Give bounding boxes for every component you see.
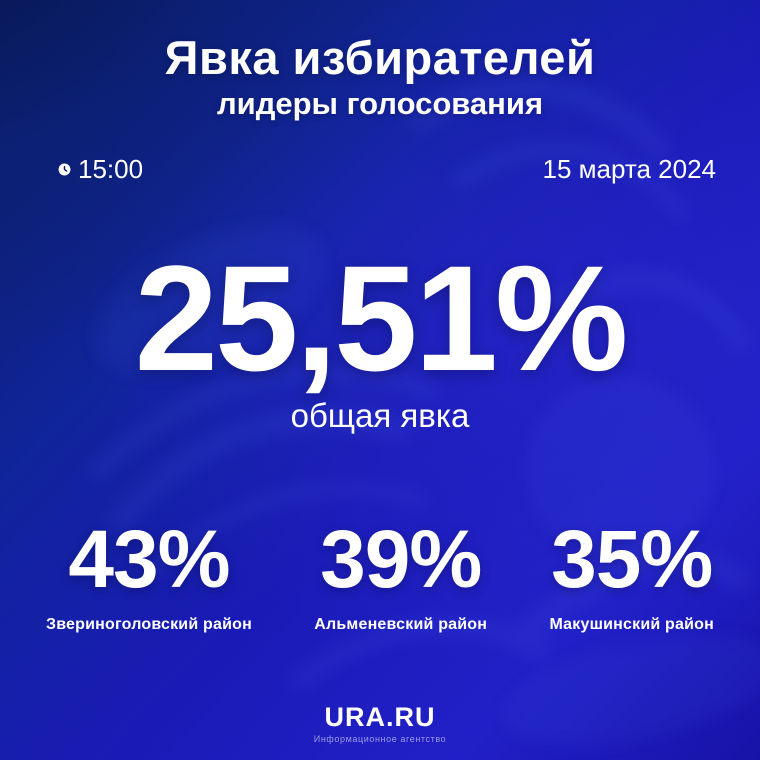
footer: URA.RU Информационное агентство (0, 702, 760, 744)
total-turnout-label: общая явка (290, 396, 470, 434)
time-of-day: 15:00 (58, 154, 143, 185)
region-value: 35% (551, 513, 713, 605)
agency-tagline: Информационное агентство (313, 734, 447, 744)
region-stats-row: 43% Звериноголовский район 39% Альменевс… (0, 513, 760, 634)
total-turnout-block: 25,51% общая явка (0, 243, 760, 435)
total-turnout-value: 25,51% (134, 233, 629, 402)
clock-icon (58, 163, 71, 176)
region-value: 43% (68, 513, 230, 605)
region-stat-zverinogolovsky: 43% Звериноголовский район (46, 513, 252, 634)
region-label: Альменевский район (314, 615, 488, 633)
meta-row: 15:00 15 марта 2024 (0, 154, 760, 185)
region-stat-almenevsky: 39% Альменевский район (314, 513, 488, 634)
ura-ru-logo: URA.RU (324, 702, 436, 732)
date-label: 15 марта 2024 (542, 153, 716, 184)
region-value: 39% (320, 513, 482, 605)
region-stat-makushinsky: 35% Макушинский район (549, 513, 714, 634)
region-label: Звериноголовский район (46, 615, 252, 633)
page-title: Явка избирателей (164, 31, 596, 84)
time-label: 15:00 (78, 153, 144, 184)
page-subtitle: лидеры голосования (216, 85, 544, 121)
region-label: Макушинский район (549, 615, 714, 633)
